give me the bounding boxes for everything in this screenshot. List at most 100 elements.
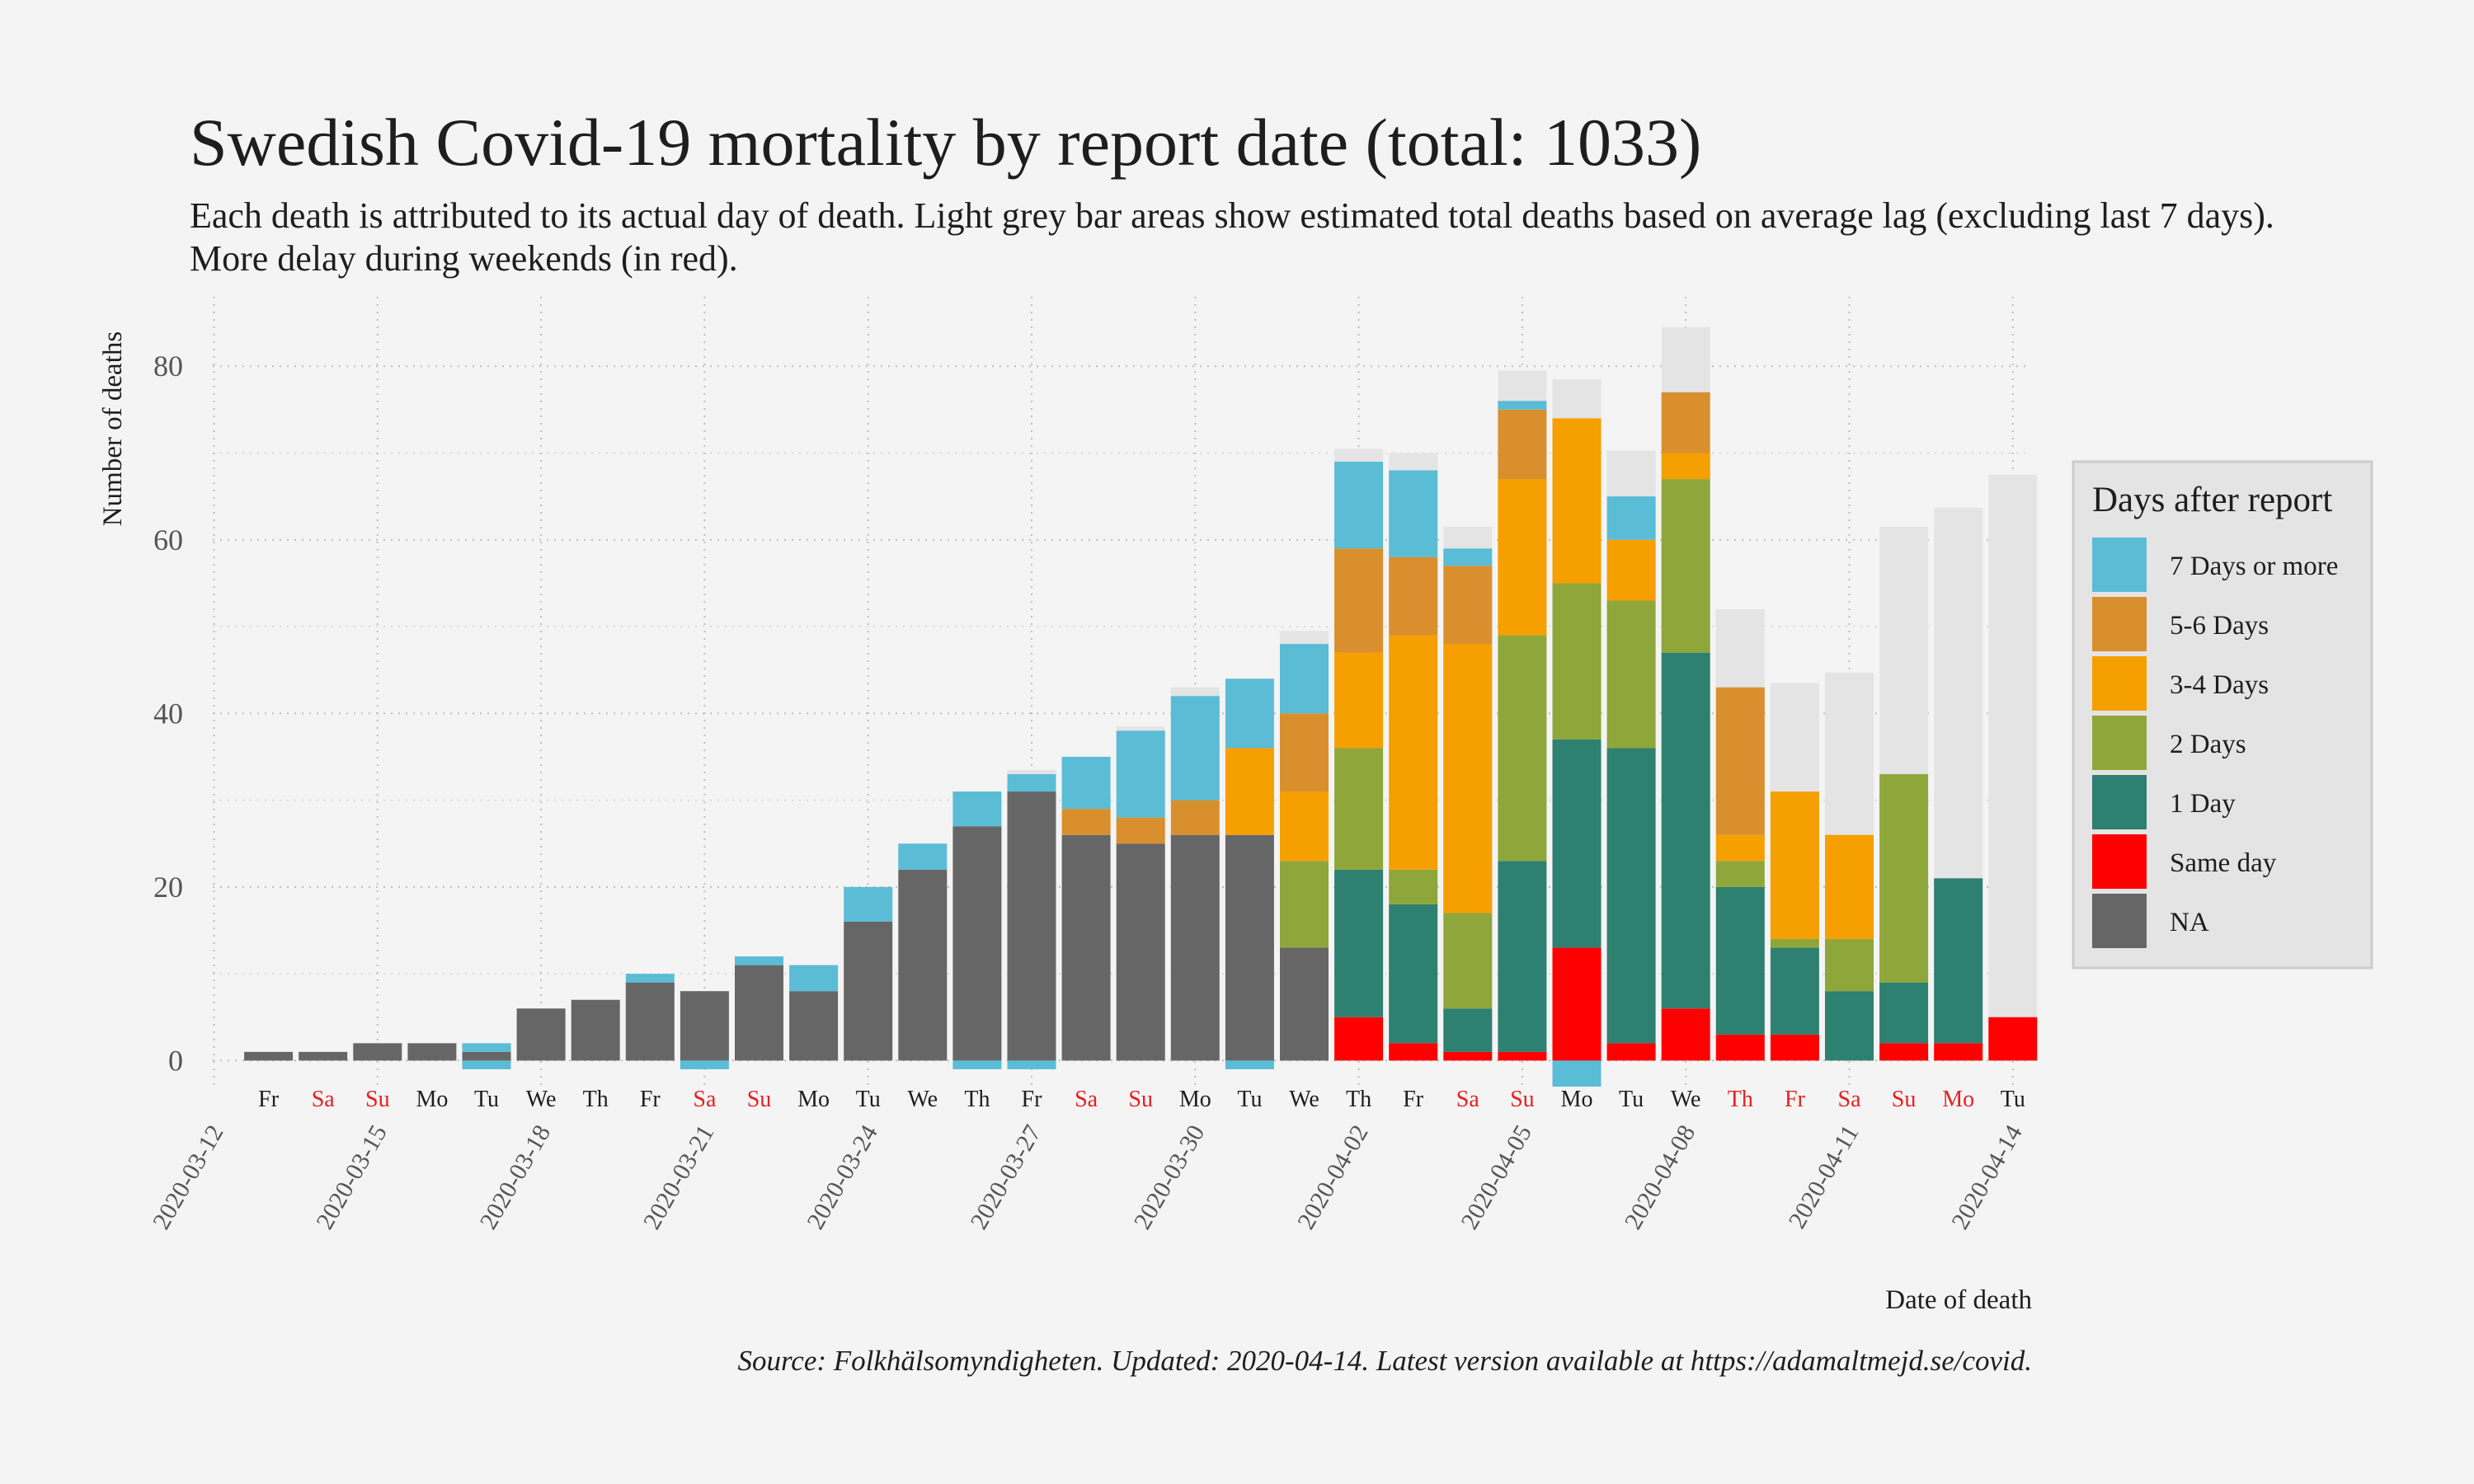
bar-segment-negative: [952, 1060, 1002, 1069]
bar-segment: [1170, 696, 1220, 801]
x-weekday-tick-label: Su: [1128, 1087, 1153, 1112]
bar-segment: [1443, 566, 1493, 645]
bar-segment: [1606, 1043, 1656, 1061]
chart-title: Swedish Covid-19 mortality by report dat…: [190, 105, 1701, 180]
bar-segment: [1825, 939, 1874, 992]
bar-segment: [1934, 1043, 1983, 1061]
legend-label: Same day: [2170, 848, 2277, 878]
stacked-bars: [244, 392, 2038, 1087]
bar-segment: [1389, 470, 1438, 557]
bar-segment: [1770, 1034, 1819, 1061]
legend-label: 7 Days or more: [2170, 552, 2338, 581]
bar-segment: [1443, 913, 1493, 1009]
bar-segment: [1661, 453, 1710, 480]
legend-swatch: [2092, 716, 2147, 770]
y-tick-label: 0: [168, 1044, 183, 1077]
x-date-tick-label: 2020-03-24: [802, 1120, 883, 1234]
x-weekday-tick-label: Th: [1346, 1087, 1371, 1112]
bar-segment: [789, 991, 839, 1061]
bar-segment-negative: [1007, 1060, 1056, 1069]
bar-segment: [952, 791, 1002, 827]
bar-segment: [1988, 1017, 2038, 1061]
bar-segment: [1280, 861, 1329, 948]
bar-segment: [1498, 409, 1547, 480]
x-date-tick-label: 2020-04-05: [1456, 1120, 1537, 1234]
bar-segment: [1334, 652, 1384, 749]
x-weekday-tick-label: Fr: [258, 1087, 280, 1112]
bar-segment: [1606, 748, 1656, 1044]
bar-segment: [1225, 679, 1274, 749]
x-weekday-tick-label: Su: [1892, 1087, 1917, 1112]
estimate-bar: [1988, 474, 2038, 1061]
x-weekday-tick-label: Sa: [1456, 1087, 1480, 1112]
bar-segment: [1334, 748, 1384, 870]
y-tick-label: 80: [153, 350, 183, 383]
bar-segment: [1606, 539, 1656, 601]
bar-segment: [1934, 878, 1983, 1044]
x-date-tick-label: 2020-03-27: [965, 1120, 1047, 1234]
bar-segment: [1715, 861, 1765, 887]
bar-segment: [1498, 635, 1547, 862]
y-tick-label: 40: [153, 697, 183, 730]
legend-label: 1 Day: [2170, 789, 2236, 819]
bar-segment: [1879, 774, 1929, 983]
bar-segment: [244, 1051, 294, 1061]
chart-caption: Source: Folkhälsomyndigheten. Updated: 2…: [737, 1345, 2032, 1377]
bar-segment: [1225, 748, 1274, 835]
x-weekday-tick-label: Sa: [693, 1087, 717, 1112]
bar-segment: [1879, 982, 1929, 1044]
y-axis-ticks: 0 20 40 60 80: [153, 350, 183, 1077]
x-weekday-tick-label: Fr: [1403, 1087, 1424, 1112]
x-weekday-tick-label: We: [526, 1087, 557, 1112]
legend-label: NA: [2170, 908, 2209, 937]
y-tick-label: 60: [153, 524, 183, 556]
legend-title: Days after report: [2092, 481, 2332, 519]
legend-swatch: [2092, 834, 2147, 889]
x-weekday-tick-label: Mo: [1942, 1087, 1974, 1112]
bar-segment-negative: [1552, 1060, 1602, 1087]
bar-segment: [1715, 687, 1765, 835]
bar-segment: [353, 1043, 402, 1061]
x-date-tick-label: 2020-03-12: [148, 1120, 229, 1234]
x-date-tick-label: 2020-03-18: [475, 1120, 557, 1234]
bar-segment: [1334, 869, 1384, 1017]
bar-segment: [625, 974, 675, 983]
bar-segment: [1606, 496, 1656, 540]
bar-segment-negative: [462, 1060, 511, 1069]
bar-segment: [462, 1051, 511, 1061]
bar-segment: [735, 965, 783, 1061]
x-date-tick-label: 2020-03-30: [1129, 1120, 1211, 1234]
x-date-tick-label: 2020-04-08: [1620, 1120, 1701, 1234]
bar-segment: [735, 956, 783, 965]
x-weekday-tick-label: Tu: [1619, 1087, 1644, 1112]
bar-segment: [952, 826, 1002, 1061]
bar-segment: [1389, 635, 1438, 870]
x-date-tick-label: 2020-04-02: [1292, 1120, 1374, 1234]
bar-segment: [1498, 479, 1547, 636]
x-weekday-tick-label: Mo: [1179, 1087, 1211, 1112]
x-axis-title: Date of death: [1885, 1285, 2032, 1315]
bar-segment: [1116, 817, 1165, 844]
x-weekday-tick-label: Tu: [2001, 1087, 2025, 1112]
x-weekday-tick-label: Su: [1510, 1087, 1535, 1112]
bar-segment: [1661, 392, 1710, 453]
bar-segment: [1280, 644, 1329, 714]
chart-subtitle-line-2: More delay during weekends (in red).: [190, 238, 738, 279]
chart-subtitle-line-1: Each death is attributed to its actual d…: [190, 195, 2274, 236]
bar-segment: [1443, 548, 1493, 566]
x-weekday-tick-label: Tu: [856, 1087, 881, 1112]
bar-segment: [1661, 652, 1710, 1009]
bar-segment: [1552, 739, 1602, 948]
bar-segment: [516, 1008, 566, 1061]
bar-segment: [1334, 1017, 1384, 1061]
x-date-tick-label: 2020-04-14: [1946, 1120, 2028, 1234]
bar-segment: [462, 1043, 511, 1052]
bar-segment: [1007, 791, 1056, 1061]
bar-segment: [1552, 418, 1602, 584]
x-date-tick-label: 2020-04-11: [1784, 1120, 1865, 1233]
bar-segment-negative: [680, 1060, 729, 1069]
x-weekday-tick-label: Fr: [640, 1087, 661, 1112]
x-weekday-tick-label: Th: [964, 1087, 990, 1112]
